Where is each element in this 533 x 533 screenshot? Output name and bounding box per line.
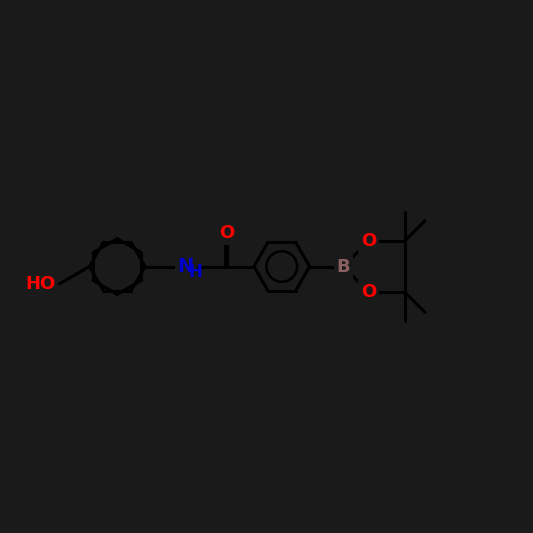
Text: N: N (177, 257, 194, 276)
Text: N: N (177, 257, 194, 276)
Text: B: B (336, 257, 350, 276)
Text: H: H (189, 263, 203, 281)
Text: O: O (219, 224, 235, 242)
Text: O: O (361, 283, 376, 301)
Text: O: O (361, 232, 376, 250)
Text: O: O (361, 283, 376, 301)
Text: HO: HO (25, 275, 55, 293)
Text: HO: HO (25, 275, 55, 293)
Text: B: B (336, 257, 350, 276)
Text: O: O (219, 224, 235, 242)
Text: O: O (361, 232, 376, 250)
